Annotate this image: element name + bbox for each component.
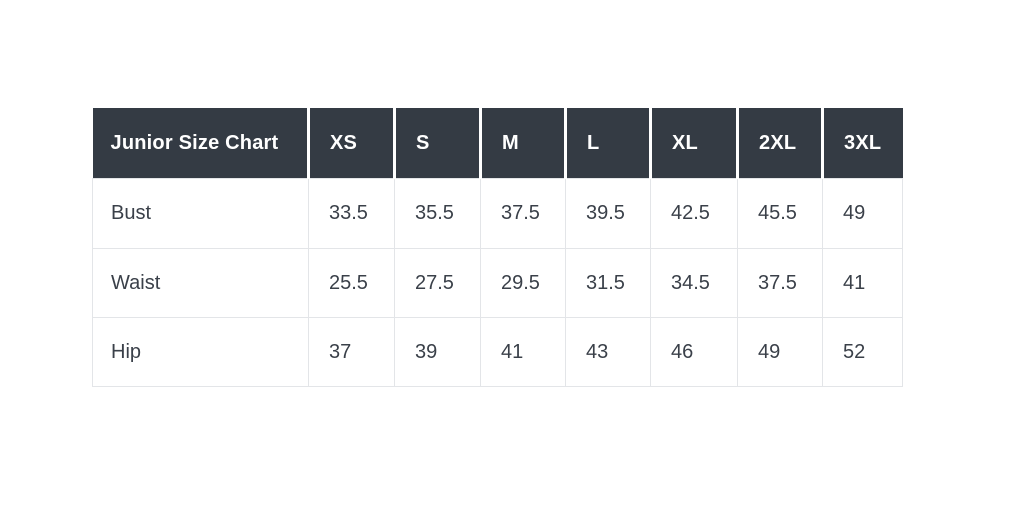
size-header-s: S	[393, 108, 481, 179]
row-label-cell: Bust	[92, 178, 309, 249]
table-header-row: Junior Size Chart XS S M L XL 2XL 3XL	[92, 108, 903, 179]
value-cell: 34.5	[650, 248, 738, 318]
value-cell: 27.5	[394, 248, 481, 318]
value-cell: 49	[737, 317, 823, 387]
size-header-m: M	[479, 108, 566, 179]
value-cell: 33.5	[308, 178, 395, 249]
size-header-l: L	[564, 108, 651, 179]
row-label-cell: Hip	[92, 317, 309, 387]
value-cell: 49	[822, 178, 903, 249]
value-cell: 41	[822, 248, 903, 318]
value-cell: 31.5	[565, 248, 651, 318]
value-cell: 39	[394, 317, 481, 387]
measurement-row-bust: Bust 33.5 35.5 37.5 39.5 42.5 45.5 49	[92, 178, 903, 249]
value-cell: 52	[822, 317, 903, 387]
value-cell: 46	[650, 317, 738, 387]
value-cell: 45.5	[737, 178, 823, 249]
value-cell: 39.5	[565, 178, 651, 249]
size-header-xs: XS	[307, 108, 395, 179]
junior-size-chart-table: Junior Size Chart XS S M L XL 2XL 3XL Bu…	[92, 108, 903, 387]
measurement-row-waist: Waist 25.5 27.5 29.5 31.5 34.5 37.5 41	[92, 248, 903, 318]
row-label-cell: Waist	[92, 248, 309, 318]
value-cell: 41	[480, 317, 566, 387]
value-cell: 37.5	[480, 178, 566, 249]
value-cell: 42.5	[650, 178, 738, 249]
size-header-3xl: 3XL	[821, 108, 903, 179]
measurement-row-hip: Hip 37 39 41 43 46 49 52	[92, 317, 903, 387]
value-cell: 37	[308, 317, 395, 387]
size-header-xl: XL	[649, 108, 738, 179]
chart-title-cell: Junior Size Chart	[92, 108, 309, 179]
value-cell: 35.5	[394, 178, 481, 249]
value-cell: 43	[565, 317, 651, 387]
value-cell: 37.5	[737, 248, 823, 318]
value-cell: 25.5	[308, 248, 395, 318]
value-cell: 29.5	[480, 248, 566, 318]
size-header-2xl: 2XL	[736, 108, 823, 179]
